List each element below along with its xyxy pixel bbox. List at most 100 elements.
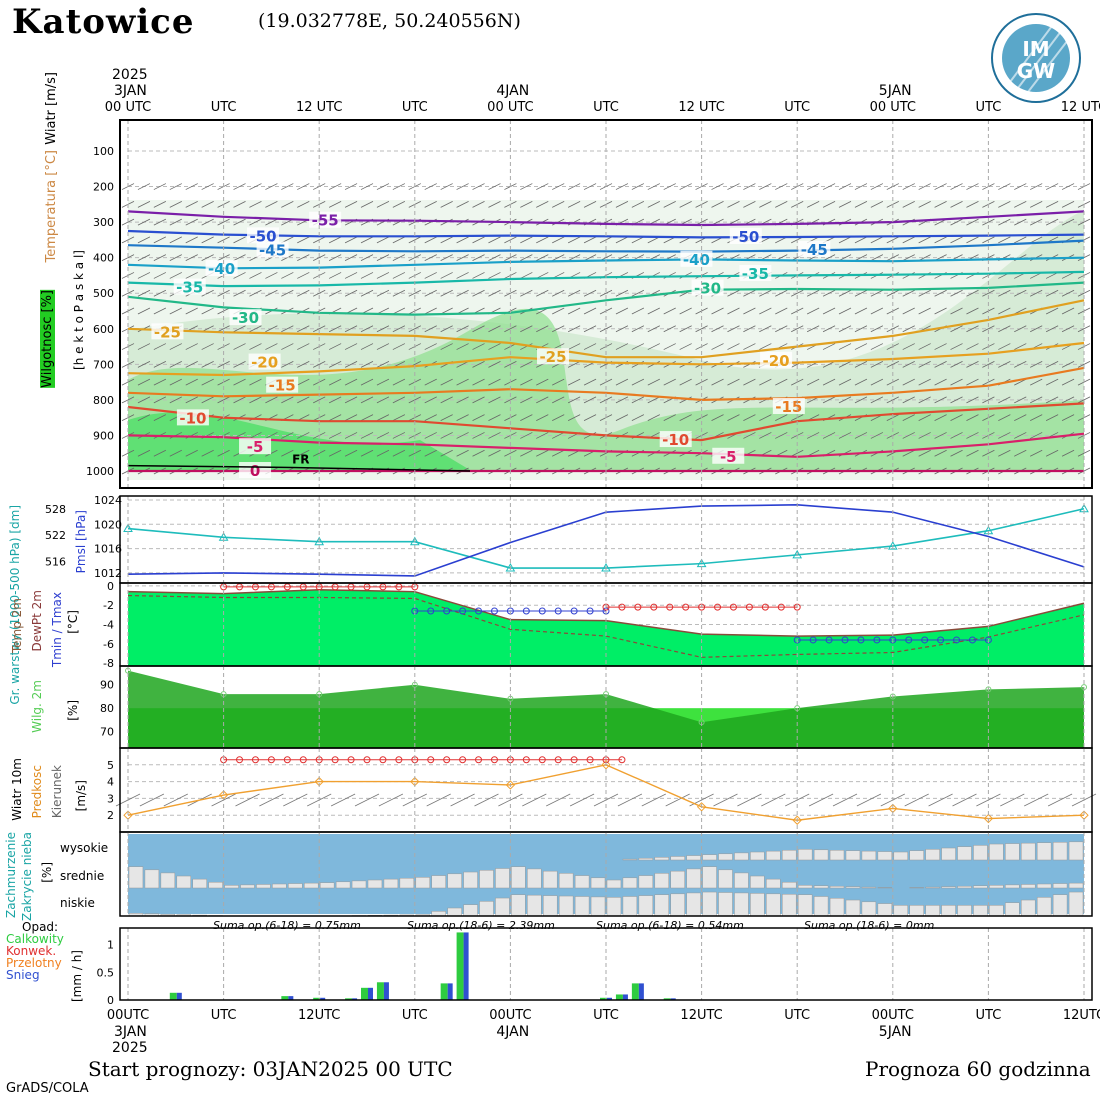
cloud-bar (766, 893, 781, 917)
tminmax-marker (809, 636, 817, 644)
isotherm-line (127, 299, 1085, 359)
wind-barb (313, 360, 326, 368)
cloud-bar (1036, 897, 1052, 917)
time-tick-top: UTC (402, 100, 428, 115)
wind-barb (663, 200, 676, 208)
wind-barb (567, 307, 581, 315)
pressure-tick-label: 700 (93, 358, 114, 371)
wind-dir-barb (450, 793, 475, 807)
precip-bar (169, 992, 177, 1000)
cloud-bar (590, 877, 606, 889)
wind-barb (376, 289, 390, 297)
cloud-bar (447, 873, 462, 889)
wind-barb (567, 378, 581, 386)
tminmax-marker (570, 607, 578, 615)
wind-barb (297, 396, 310, 404)
precip-bar (631, 983, 639, 1000)
wind-barb (870, 432, 884, 439)
tminmax-marker (522, 607, 530, 615)
wind-barb (950, 307, 963, 315)
tminmax-marker (761, 603, 769, 611)
wind-barb (552, 254, 565, 262)
cloud-bar (766, 878, 781, 889)
wind-barb (392, 378, 406, 386)
cloud-bar (973, 845, 988, 861)
wind-barb (1061, 414, 1075, 422)
wind-barb (297, 289, 310, 297)
pmsl-tick-label: 1020 (94, 518, 122, 531)
wind-barb (153, 307, 167, 315)
wind-barb (583, 414, 597, 422)
wind-barb (1014, 432, 1027, 439)
wind-barb (567, 183, 581, 190)
wind-barb (1061, 449, 1075, 457)
isotherm-label: -30 (694, 280, 721, 298)
wind-barb (281, 183, 294, 190)
time-tick-top: 12 UTC (1061, 100, 1100, 115)
cloud-bar (686, 892, 701, 917)
wind-barb (934, 449, 947, 457)
tminmax-marker (554, 607, 562, 615)
wind-barb (822, 183, 836, 190)
wind-barb (982, 289, 995, 297)
gust-marker (347, 756, 355, 764)
tminmax-marker (267, 583, 275, 591)
wind-barb (440, 183, 453, 190)
wind-barb (647, 414, 660, 422)
wind-barb (950, 183, 963, 190)
wind-barb (552, 449, 565, 457)
wind-barb (344, 183, 358, 190)
wind-barb (727, 307, 740, 315)
cloud-bar (734, 872, 749, 889)
gust-marker (443, 756, 451, 764)
isotherm-line (127, 281, 1085, 316)
wind-barb (233, 183, 246, 190)
wind-barb (297, 236, 310, 244)
snow-bar (607, 997, 612, 1000)
wind-barb (918, 343, 931, 350)
thickness-point (505, 563, 516, 572)
wind-barb (392, 414, 406, 422)
cloud-bar (527, 894, 542, 917)
wind-barb (360, 200, 374, 208)
wind-barb (185, 236, 198, 244)
wind-barb (169, 183, 182, 190)
pressure-tick-label: 1000 (86, 465, 114, 478)
wind-barb (360, 449, 374, 457)
wind-barb (328, 360, 342, 368)
wind-barb (408, 289, 421, 297)
cloud-bar (606, 897, 622, 917)
wind-barb (934, 307, 947, 315)
wind-barb (838, 325, 852, 333)
wind-barb (950, 432, 963, 439)
wind-barb (169, 254, 182, 262)
temp-tick-label: -4 (103, 619, 114, 632)
wind-barb (153, 183, 167, 190)
wind-barb (536, 432, 549, 439)
wind-barb (265, 218, 278, 226)
wind-barb (536, 200, 549, 208)
wind-barb (552, 236, 565, 244)
wind-barb (775, 414, 788, 422)
snow-bar (447, 983, 453, 1000)
wind-barb (1061, 396, 1075, 404)
wind-barb (121, 325, 135, 333)
precip-sum: Suma op.(18-6) = 2.39mm (407, 919, 555, 932)
logo-bottom-text: GW (1017, 59, 1055, 83)
wind-barb (217, 325, 230, 333)
wind-barb (1045, 307, 1059, 315)
cloud-bar (495, 897, 510, 917)
time-tick-bottom: 12UTC (680, 1008, 722, 1023)
wind-barb (201, 449, 214, 457)
cloud-bar (351, 880, 367, 889)
wind-barb (679, 378, 692, 386)
logo-top-text: IM (1022, 37, 1049, 61)
time-tick-top: 00 UTC (105, 100, 151, 115)
wind-barb (1014, 200, 1027, 208)
wind-barb (488, 343, 501, 350)
wind-barb (663, 307, 676, 315)
cloud-bar (511, 894, 526, 917)
wind-barb (169, 200, 182, 208)
tminmax-marker (236, 583, 244, 591)
temp-tick-label: -6 (103, 638, 114, 651)
